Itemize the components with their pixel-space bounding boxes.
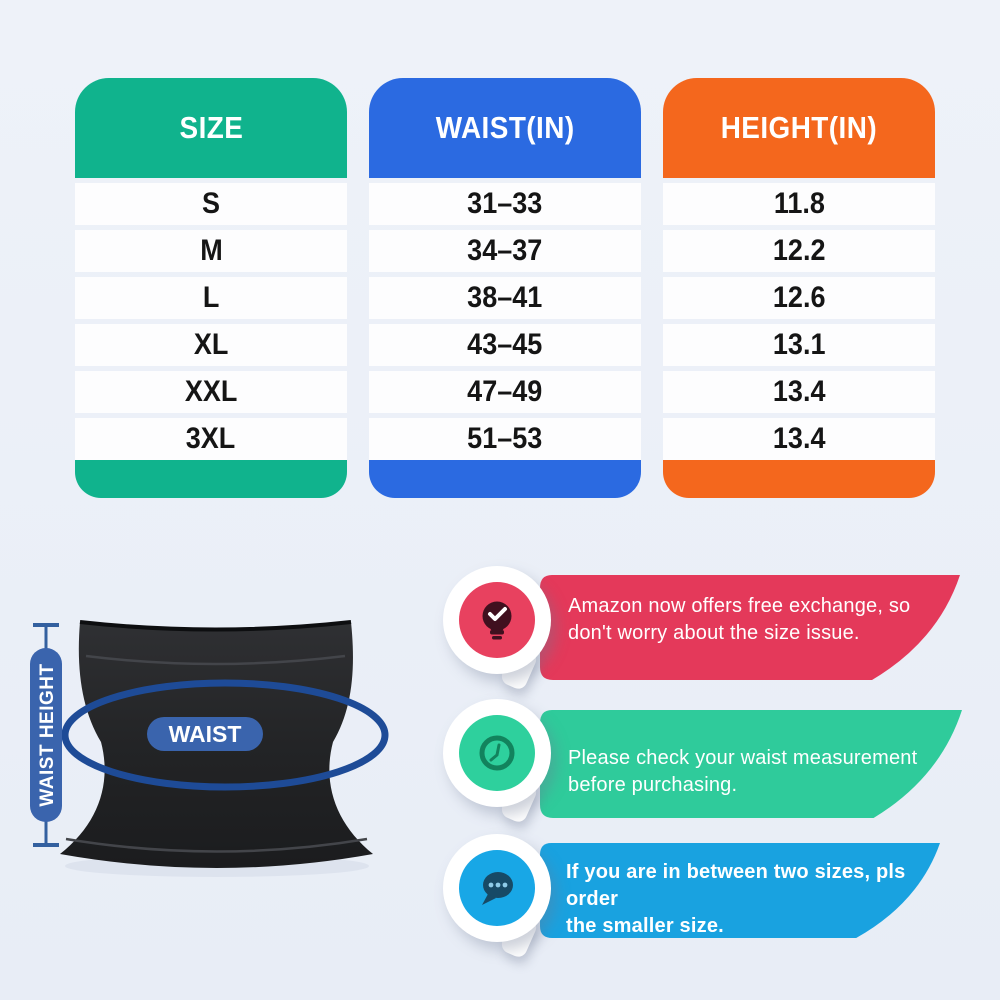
height-cell: 12.6: [663, 277, 935, 319]
height-cell: 13.1: [663, 324, 935, 366]
garment-bottom-seam: [65, 837, 368, 853]
size-cell: L: [75, 277, 347, 319]
waist-height-pill: [30, 648, 62, 822]
callout-free-exchange: Amazon now offers free exchange, so don'…: [440, 563, 970, 698]
callout-banner-shape: [540, 710, 962, 818]
callout-text: Please check your waist measurement befo…: [568, 745, 960, 799]
lightbulb-check-icon: [482, 601, 512, 640]
waist-cell: 34–37: [369, 230, 641, 272]
callout-icon: [443, 699, 551, 825]
size-column: SIZE S M L XL XXL 3XL: [75, 78, 347, 498]
callout-text-line: the smaller size.: [566, 915, 724, 937]
waist-column-header: WAIST(IN): [369, 78, 641, 178]
callout-icon: [443, 834, 551, 960]
clock-icon: [479, 735, 515, 771]
size-table: SIZE S M L XL XXL 3XL WAIST(IN) 31–33 34…: [75, 78, 935, 498]
height-column-header: HEIGHT(IN): [663, 78, 935, 178]
callout-text: If you are in between two sizes, pls ord…: [566, 859, 958, 940]
height-cell: 13.4: [663, 371, 935, 413]
garment-top-seam: [85, 654, 346, 666]
garment-top-rim: [79, 620, 352, 632]
callout-text-line: don't worry about the size issue.: [568, 622, 860, 644]
size-column-footer-bar: [75, 460, 347, 498]
callout-text-line: before purchasing.: [568, 774, 738, 796]
callout-banner-shape: [540, 575, 960, 680]
callout-banner-shape: [540, 843, 940, 938]
callout-icon: [443, 566, 551, 692]
size-cell: S: [75, 183, 347, 225]
waist-label: WAIST: [169, 721, 242, 747]
size-cell: XXL: [75, 371, 347, 413]
chat-dots-icon: [482, 872, 513, 905]
waist-cell: 51–53: [369, 418, 641, 460]
callout-between-sizes: If you are in between two sizes, pls ord…: [440, 831, 970, 966]
waist-cell: 47–49: [369, 371, 641, 413]
waist-cell: 43–45: [369, 324, 641, 366]
waist-column: WAIST(IN) 31–33 34–37 38–41 43–45 47–49 …: [369, 78, 641, 498]
height-column: HEIGHT(IN) 11.8 12.2 12.6 13.1 13.4 13.4: [663, 78, 935, 498]
callout-text: Amazon now offers free exchange, so don'…: [568, 593, 960, 647]
callout-text-line: Please check your waist measurement: [568, 747, 918, 769]
height-cell: 13.4: [663, 418, 935, 460]
height-cell: 12.2: [663, 230, 935, 272]
waist-trainer-illustration: WAIST WAIST HEIGHT: [30, 620, 389, 877]
height-column-footer-bar: [663, 460, 935, 498]
waist-cell: 38–41: [369, 277, 641, 319]
waist-height-label: WAIST HEIGHT: [37, 663, 58, 806]
callout-text-line: Amazon now offers free exchange, so: [568, 595, 911, 617]
size-cell: XL: [75, 324, 347, 366]
waist-cell: 31–33: [369, 183, 641, 225]
size-cell: M: [75, 230, 347, 272]
callout-check-measurement: Please check your waist measurement befo…: [440, 696, 970, 831]
waist-measure-ellipse: [61, 679, 389, 791]
size-cell: 3XL: [75, 418, 347, 460]
height-cell: 11.8: [663, 183, 935, 225]
size-column-header: SIZE: [75, 78, 347, 178]
waist-column-footer-bar: [369, 460, 641, 498]
callout-text-line: If you are in between two sizes, pls ord…: [566, 861, 906, 910]
waist-label-pill: [147, 717, 263, 751]
